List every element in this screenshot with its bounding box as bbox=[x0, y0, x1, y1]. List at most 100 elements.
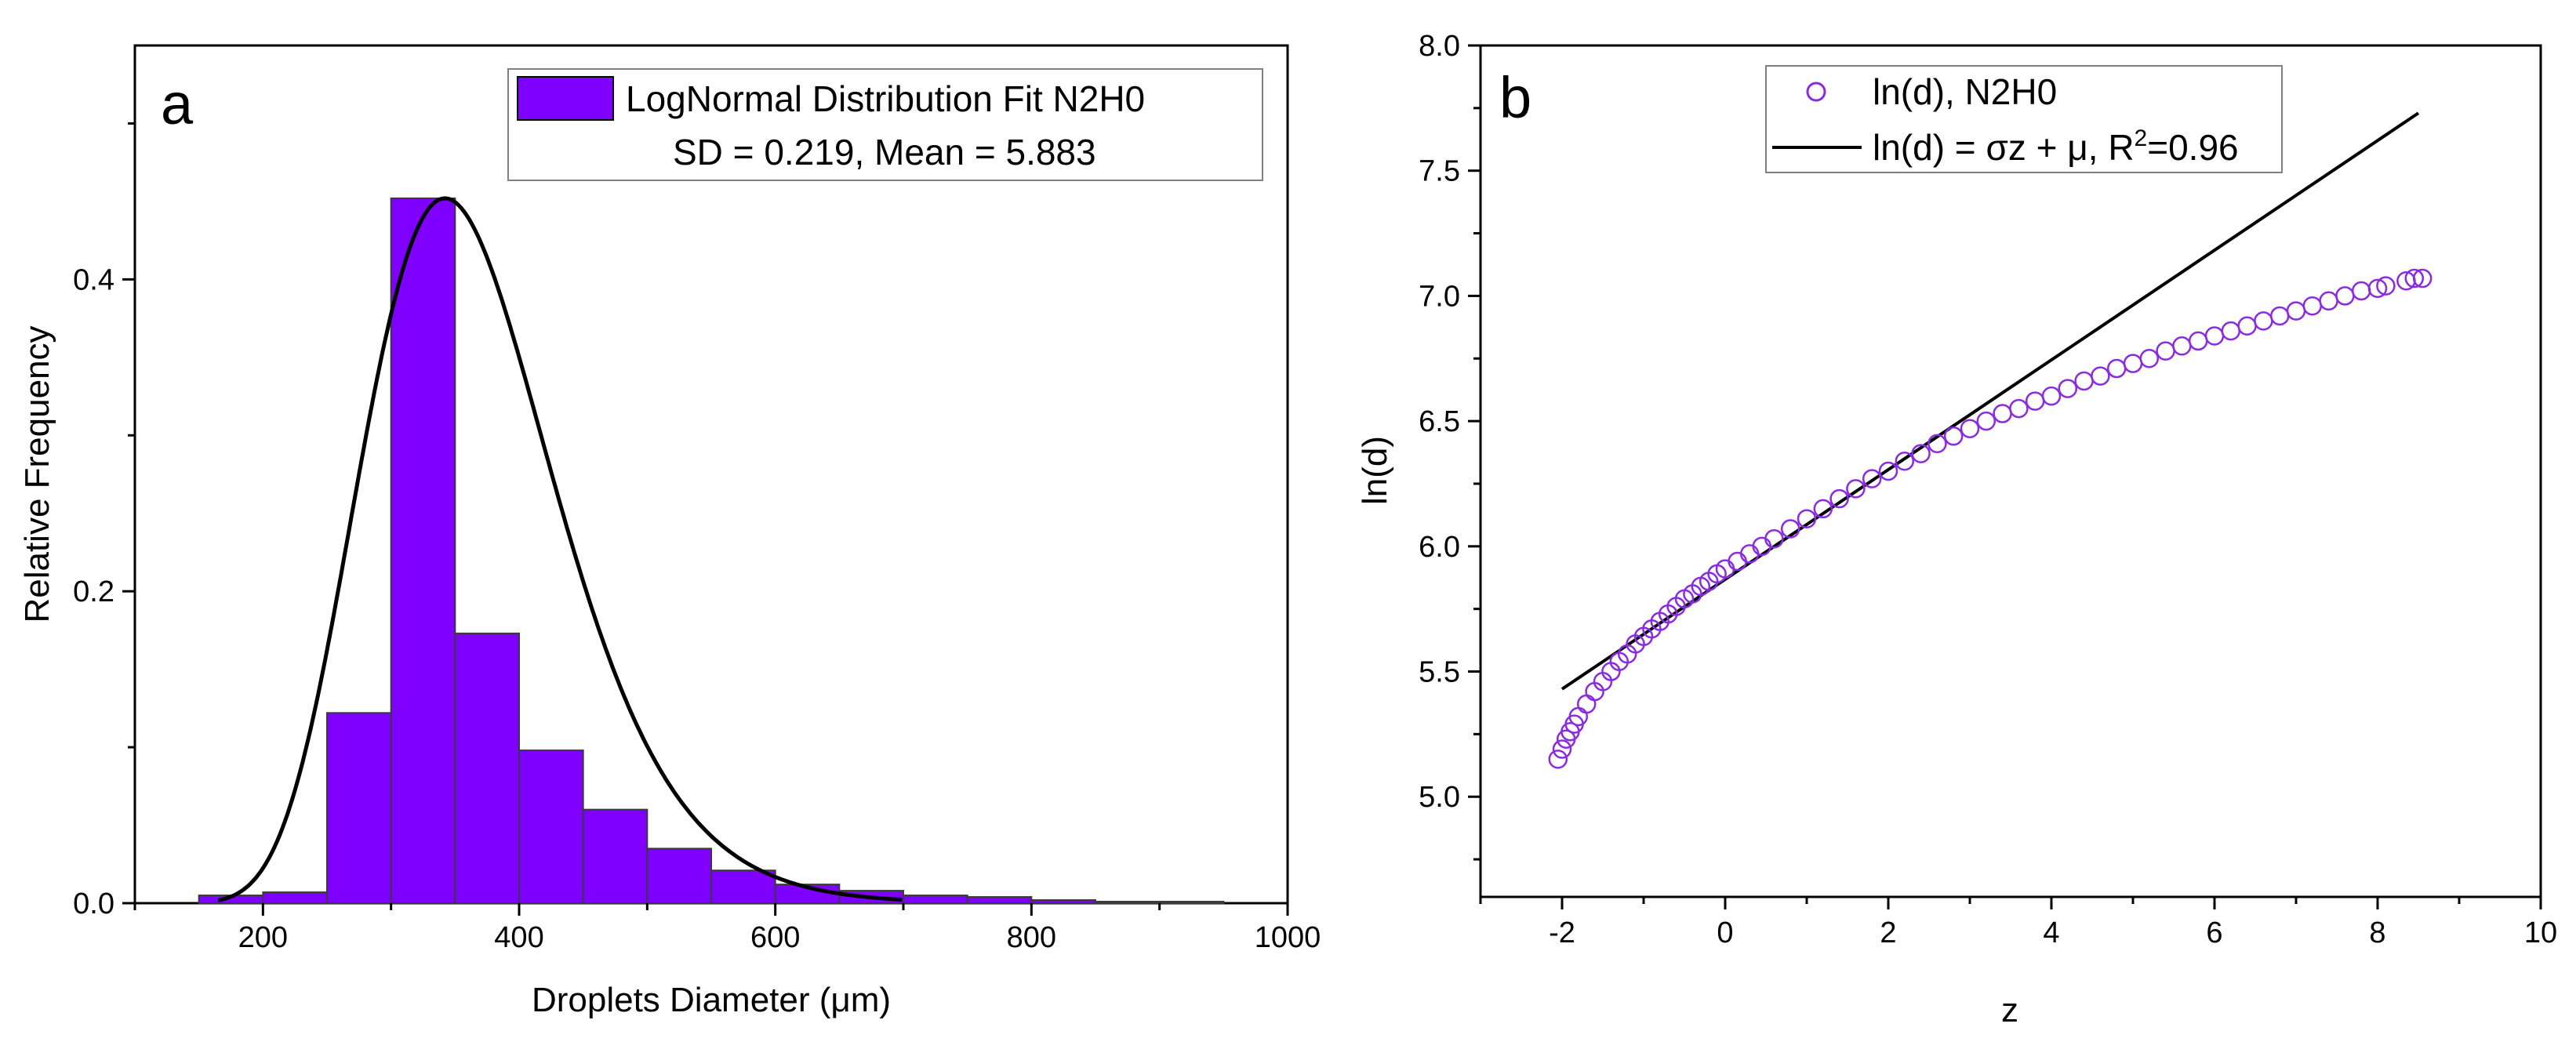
panel-a-y-tick-label-0: 0.0 bbox=[73, 887, 114, 920]
histogram-bar-5 bbox=[518, 750, 584, 904]
scatter-point-41 bbox=[1993, 404, 2012, 423]
scatter-point-1 bbox=[1552, 739, 1572, 759]
panel-b-y-tick-label-3: 6.5 bbox=[1419, 405, 1460, 438]
panel-b-y-tick-label-5: 7.5 bbox=[1419, 155, 1460, 188]
panel-b-plot-frame bbox=[1479, 44, 2542, 898]
scatter-point-53 bbox=[2188, 331, 2208, 351]
panel-a-lognormal-fit-curve bbox=[217, 196, 903, 902]
scatter-point-24 bbox=[1728, 551, 1747, 572]
panel-b-x-tick-label-2: 2 bbox=[1880, 917, 1896, 949]
panel-b-y-tick-label-0: 5.0 bbox=[1419, 781, 1460, 814]
histogram-bar-3 bbox=[390, 197, 456, 904]
histogram-bar-12 bbox=[966, 896, 1033, 904]
scatter-point-48 bbox=[2106, 358, 2127, 379]
panel-b-legend: ln(d), N2H0 ln(d) = σz + μ, R2=0.96 bbox=[1765, 65, 2283, 173]
scatter-point-44 bbox=[2041, 386, 2062, 406]
scatter-point-36 bbox=[1911, 444, 1931, 463]
panel-a-legend-stats: SD = 0.219, Mean = 5.883 bbox=[673, 132, 1096, 172]
histogram-bar-14 bbox=[1095, 901, 1161, 904]
scatter-point-46 bbox=[2074, 371, 2094, 391]
scatter-point-67 bbox=[2404, 268, 2425, 289]
panel-a: 200 400 600 800 1000 0.0 0.2 0.4 a LogNormal Di… bbox=[18, 44, 1321, 1019]
scatter-point-38 bbox=[1943, 426, 1964, 446]
scatter-point-56 bbox=[2237, 316, 2257, 336]
scatter-point-42 bbox=[2009, 398, 2029, 419]
scatter-point-68 bbox=[2412, 268, 2432, 289]
histogram-bar-6 bbox=[582, 808, 649, 904]
scatter-point-39 bbox=[1960, 419, 1980, 438]
panel-b-x-axis-title: z bbox=[2001, 991, 2018, 1029]
scatter-point-30 bbox=[1813, 499, 1833, 519]
panel-b-x-tick-label-6: 6 bbox=[2206, 917, 2222, 949]
panel-b-x-tick-label--2: -2 bbox=[1549, 917, 1575, 949]
scatter-point-34 bbox=[1878, 461, 1898, 481]
histogram-bar-8 bbox=[710, 869, 776, 905]
scatter-point-61 bbox=[2319, 291, 2338, 311]
scatter-point-27 bbox=[1764, 528, 1784, 549]
scatter-point-35 bbox=[1895, 451, 1915, 471]
panel-a-letter: a bbox=[161, 71, 194, 136]
scatter-point-40 bbox=[1976, 411, 1996, 431]
panel-a-x-tick-label-600: 600 bbox=[750, 921, 800, 954]
panel-b-letter: b bbox=[1499, 65, 1531, 130]
panel-a-axes: 200 400 600 800 1000 0.0 0.2 0.4 bbox=[73, 122, 1321, 954]
panel-a-y-axis-title: Relative Frequency bbox=[18, 325, 56, 623]
panel-a-x-axis-title: Droplets Diameter (μm) bbox=[532, 981, 891, 1019]
scatter-point-49 bbox=[2123, 354, 2143, 373]
scatter-point-37 bbox=[1927, 434, 1947, 454]
panel-a-legend-box bbox=[507, 68, 1263, 181]
panel-a-y-tick-label-2: 0.4 bbox=[73, 263, 114, 296]
scatter-point-52 bbox=[2172, 336, 2192, 356]
scatter-point-43 bbox=[2025, 391, 2045, 411]
histogram-bar-2 bbox=[326, 712, 392, 905]
panel-b-x-tick-label-0: 0 bbox=[1717, 917, 1733, 949]
scatter-point-47 bbox=[2091, 366, 2110, 386]
panel-a-y-tick-label-1: 0.2 bbox=[73, 575, 114, 608]
panel-b-x-tick-label-4: 4 bbox=[2043, 917, 2059, 949]
panel-a-x-tick-label-1000: 1000 bbox=[1255, 921, 1321, 954]
scatter-point-62 bbox=[2335, 286, 2355, 306]
scatter-point-32 bbox=[1846, 479, 1866, 499]
panel-b-y-tick-label-1: 5.5 bbox=[1419, 656, 1460, 689]
panel-a-x-tick-label-800: 800 bbox=[1007, 921, 1056, 954]
scatter-point-60 bbox=[2302, 296, 2323, 316]
scatter-point-64 bbox=[2367, 278, 2388, 299]
scatter-point-28 bbox=[1780, 519, 1800, 539]
panel-a-x-tick-label-400: 400 bbox=[494, 921, 543, 954]
panel-b-scatter-points bbox=[1548, 268, 2432, 769]
panel-a-legend-label: LogNormal Distribution Fit N2H0 bbox=[626, 78, 1145, 119]
scatter-point-26 bbox=[1752, 536, 1772, 557]
histogram-bar-15 bbox=[1158, 901, 1225, 904]
scatter-point-63 bbox=[2351, 281, 2371, 301]
scatter-point-54 bbox=[2204, 326, 2225, 346]
scatter-point-51 bbox=[2156, 341, 2175, 361]
scatter-point-31 bbox=[1829, 488, 1849, 509]
scatter-point-45 bbox=[2058, 379, 2078, 398]
scatter-point-6 bbox=[1576, 694, 1597, 714]
histogram-bar-13 bbox=[1030, 899, 1097, 905]
panel-a-legend: LogNormal Distribution Fit N2H0 SD = 0.2… bbox=[507, 68, 1263, 181]
panel-b-x-tick-label-10: 10 bbox=[2524, 917, 2557, 949]
histogram-bar-4 bbox=[454, 632, 520, 904]
panel-b-legend-fit-text: ln(d) = σz + μ, R bbox=[1873, 127, 2135, 168]
histogram-bar-1 bbox=[262, 891, 329, 905]
panel-b-y-tick-label-2: 6.0 bbox=[1419, 531, 1460, 564]
panel-b-legend-fit-superscript: 2 bbox=[2135, 125, 2148, 151]
panel-b-y-axis-title: ln(d) bbox=[1356, 436, 1394, 505]
panel-a-x-tick-label-200: 200 bbox=[238, 921, 288, 954]
panel-b-y-tick-label-4: 7.0 bbox=[1419, 280, 1460, 313]
scatter-point-59 bbox=[2286, 301, 2306, 321]
scatter-point-0 bbox=[1548, 750, 1568, 769]
panel-b-legend-marker bbox=[1806, 82, 1826, 102]
panel-b-legend-fit-suffix: =0.96 bbox=[2147, 127, 2238, 168]
panel-b-x-tick-label-8: 8 bbox=[2369, 917, 2385, 949]
scatter-point-65 bbox=[2376, 276, 2396, 296]
scatter-point-25 bbox=[1739, 544, 1760, 564]
histogram-bar-11 bbox=[903, 895, 968, 905]
scatter-point-33 bbox=[1862, 469, 1882, 488]
panel-b-legend-box bbox=[1765, 65, 2283, 173]
panel-b-legend-label-scatter: ln(d), N2H0 bbox=[1873, 71, 2057, 112]
panel-b-y-tick-label-6: 8.0 bbox=[1419, 30, 1460, 63]
